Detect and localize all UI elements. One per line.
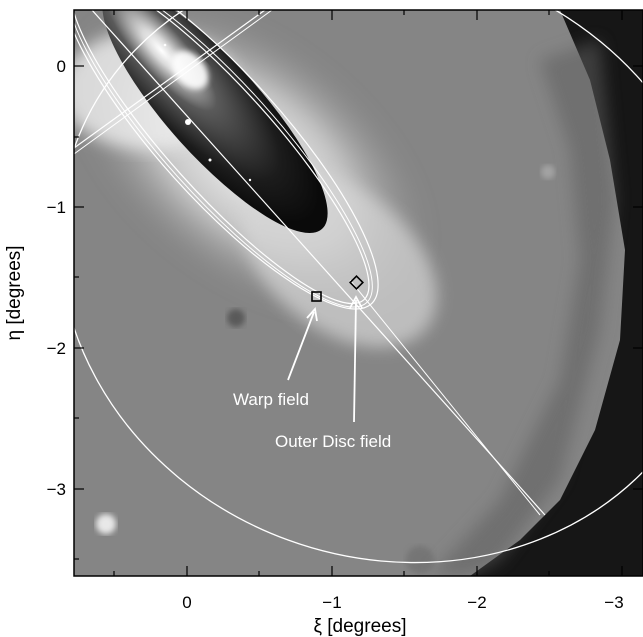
- inner-disc-ellipse: [74, 10, 370, 305]
- annotation-arrows: [287, 295, 363, 423]
- xtick-0: 0: [182, 593, 191, 612]
- major-axis-line: [91, 10, 546, 516]
- warp-arrow: [287, 311, 315, 381]
- outer-disc-ellipse: [74, 10, 379, 310]
- outer-arrow: [353, 299, 357, 423]
- ytick-0: 0: [57, 57, 66, 76]
- outer-disc-field-marker: [349, 275, 364, 290]
- xtick-2: −2: [467, 593, 486, 612]
- ytick-1: −1: [47, 198, 66, 217]
- xtick-3: −3: [604, 593, 623, 612]
- minor-axis-line: [74, 10, 266, 149]
- outer-disc-field-label: Outer Disc field: [275, 432, 391, 451]
- warp-field-marker: [311, 291, 322, 302]
- ytick-3: −3: [47, 480, 66, 499]
- ytick-2: −2: [47, 339, 66, 358]
- xtick-1: −1: [322, 593, 341, 612]
- y-axis-title: η [degrees]: [4, 245, 25, 340]
- warp-field-label: Warp field: [233, 390, 309, 409]
- unsurveyed-region: [470, 10, 643, 576]
- axis-ticks: [74, 10, 643, 576]
- plot-frame: [73, 9, 643, 577]
- x-axis-title: ξ [degrees]: [313, 616, 406, 637]
